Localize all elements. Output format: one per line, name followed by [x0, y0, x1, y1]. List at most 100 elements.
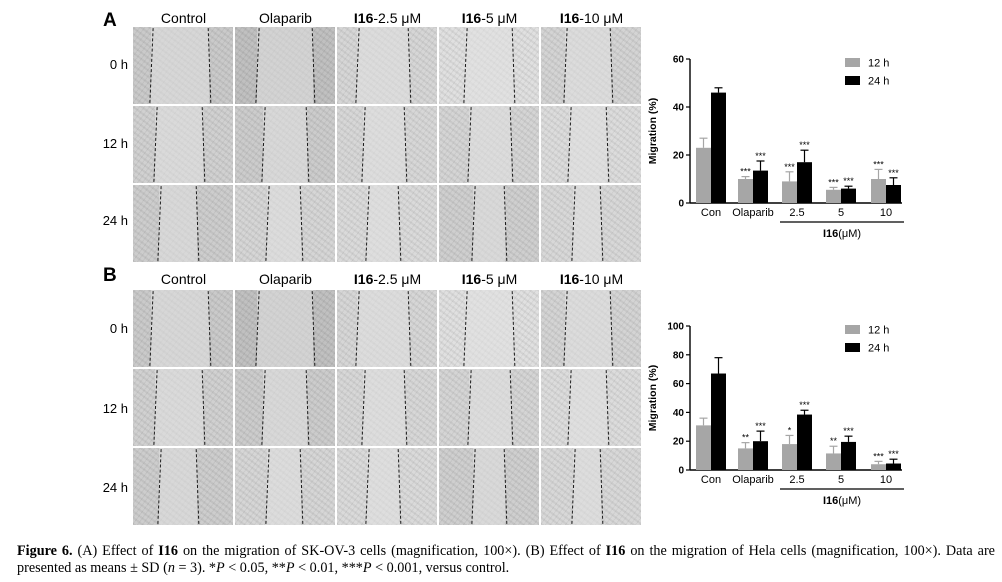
- panel-b-legend-label: 24 h: [868, 343, 889, 355]
- panel-b-col-i16-2-5: I16-2.5 μM: [353, 271, 422, 287]
- panel-b-y-tick-label: 100: [667, 322, 684, 333]
- panel-a-micrograph-tile: [439, 106, 539, 183]
- panel-b-micrograph-tile: [337, 369, 437, 446]
- panel-b-micrograph-tile: [541, 290, 641, 367]
- panel-a-legend-swatch: [845, 76, 860, 85]
- panel-a-micrograph-tile: [235, 106, 335, 183]
- panel-b-legend-label: 12 h: [868, 325, 889, 337]
- panel-b-significance-label: **: [742, 433, 750, 443]
- panel-b-bar: [782, 444, 797, 470]
- panel-b-y-tick-label: 20: [673, 437, 685, 448]
- panel-b-significance-label: **: [830, 436, 838, 446]
- panel-b-bar: [797, 414, 812, 470]
- panel-b-micrograph-tile: [133, 290, 233, 367]
- panel-a-micrograph-tile: [133, 27, 233, 104]
- panel-b-category-label: 10: [880, 474, 892, 486]
- panel-b-significance-label: ***: [843, 426, 854, 436]
- panel-a-bar: [738, 179, 753, 203]
- panel-a-row-24h: 24 h: [102, 213, 128, 228]
- panel-b-row-0h: 0 h: [109, 321, 128, 336]
- panel-b-micrograph-tile: [439, 290, 539, 367]
- panel-b-category-label: 5: [838, 474, 844, 486]
- panel-a-significance-label: ***: [888, 168, 899, 178]
- panel-a-col-i16-2-5: I16-2.5 μM: [353, 10, 422, 26]
- panel-a-bar: [886, 185, 901, 203]
- panel-a-category-label: Olaparib: [732, 207, 774, 219]
- panel-a-bar: [711, 92, 726, 203]
- panel-b-micrograph-tile: [133, 448, 233, 525]
- panel-b-y-tick-label: 0: [678, 466, 684, 477]
- panel-b-significance-label: ***: [888, 449, 899, 459]
- panel-b-bar: [826, 453, 841, 470]
- panel-b-bar: [753, 441, 768, 470]
- panel-a-micrograph-tile: [235, 27, 335, 104]
- panel-b-col-i16-10: I16-10 μM: [559, 271, 624, 287]
- panel-b-legend-swatch: [845, 325, 860, 334]
- panel-b-micrograph-tile: [235, 290, 335, 367]
- panel-a-y-tick-label: 40: [673, 103, 685, 114]
- panel-b-micrograph-tile: [133, 369, 233, 446]
- panel-b-letter: B: [103, 265, 117, 286]
- panel-a-legend-label: 12 h: [868, 58, 889, 70]
- panel-b-micrograph-tile: [337, 290, 437, 367]
- panel-b-bar: [886, 463, 901, 470]
- panel-b-micrograph-tile: [541, 448, 641, 525]
- panel-b-significance-label: *: [788, 425, 792, 435]
- panel-b-bar: [841, 441, 856, 470]
- panel-a-significance-label: ***: [755, 151, 766, 161]
- panel-b-micrograph-tile: [235, 448, 335, 525]
- panel-a-significance-label: ***: [873, 159, 884, 169]
- panel-a-bar: [753, 170, 768, 203]
- panel-b-row-12h: 12 h: [102, 401, 128, 416]
- panel-b-legend-swatch: [845, 343, 860, 352]
- panel-b-significance-label: ***: [755, 421, 766, 431]
- panel-a-y-axis-label: Migration (%): [647, 98, 659, 165]
- panel-a-row-12h: 12 h: [102, 136, 128, 151]
- panel-b-bar: [696, 425, 711, 470]
- panel-b-bar: [738, 448, 753, 470]
- panel-a-y-tick-label: 0: [678, 199, 684, 210]
- panel-a-category-label: 10: [880, 207, 892, 219]
- panel-b-category-label: Con: [701, 474, 721, 486]
- panel-a-y-tick-label: 20: [673, 151, 685, 162]
- panel-b-y-tick-label: 40: [673, 408, 685, 419]
- panel-b-y-tick-label: 80: [673, 350, 685, 361]
- panel-b-micrograph-tile: [439, 369, 539, 446]
- panel-a-significance-label: ***: [740, 167, 751, 177]
- panel-b-category-label: 2.5: [789, 474, 804, 486]
- panel-a-micrograph-tile: [439, 185, 539, 262]
- panel-a-micrograph-tile: [337, 27, 437, 104]
- panel-a-bar: [871, 179, 886, 203]
- panel-a-col-olaparib: Olaparib: [259, 10, 312, 26]
- panel-a-legend-label: 24 h: [868, 76, 889, 88]
- panel-b-col-i16-5: I16-5 μM: [461, 271, 518, 287]
- panel-b-bar: [711, 373, 726, 470]
- panel-a-group-label: I16(μM): [823, 228, 861, 240]
- panel-a-category-label: Con: [701, 207, 721, 219]
- panel-a-bar: [696, 147, 711, 203]
- panel-a-micrograph-tile: [337, 106, 437, 183]
- panel-a-bar: [841, 188, 856, 203]
- panel-b-micrograph-tile: [439, 448, 539, 525]
- panel-b-col-control: Control: [160, 271, 207, 287]
- panel-b-bar: [871, 464, 886, 470]
- panel-b-micrograph-tile: [337, 448, 437, 525]
- panel-b-group-label: I16(μM): [823, 495, 861, 507]
- panel-b-significance-label: ***: [873, 451, 884, 461]
- panel-a-significance-label: ***: [784, 162, 795, 172]
- panel-a-letter: A: [103, 10, 117, 31]
- panel-a-significance-label: ***: [843, 176, 854, 186]
- panel-b-y-axis-label: Migration (%): [647, 365, 659, 432]
- panel-b-significance-label: ***: [799, 400, 810, 410]
- panel-a-micrograph-tile: [439, 27, 539, 104]
- panel-b-micrograph-tile: [541, 369, 641, 446]
- panel-b-y-tick-label: 60: [673, 379, 685, 390]
- panel-a-row-0h: 0 h: [109, 57, 128, 72]
- panel-b-micrograph-tile: [235, 369, 335, 446]
- panel-a-micrograph-tile: [235, 185, 335, 262]
- panel-a-bar: [826, 189, 841, 203]
- panel-a-category-label: 5: [838, 207, 844, 219]
- panel-a-bar: [797, 162, 812, 203]
- figure-caption: Figure 6. (A) Effect of I16 on the migra…: [17, 543, 995, 576]
